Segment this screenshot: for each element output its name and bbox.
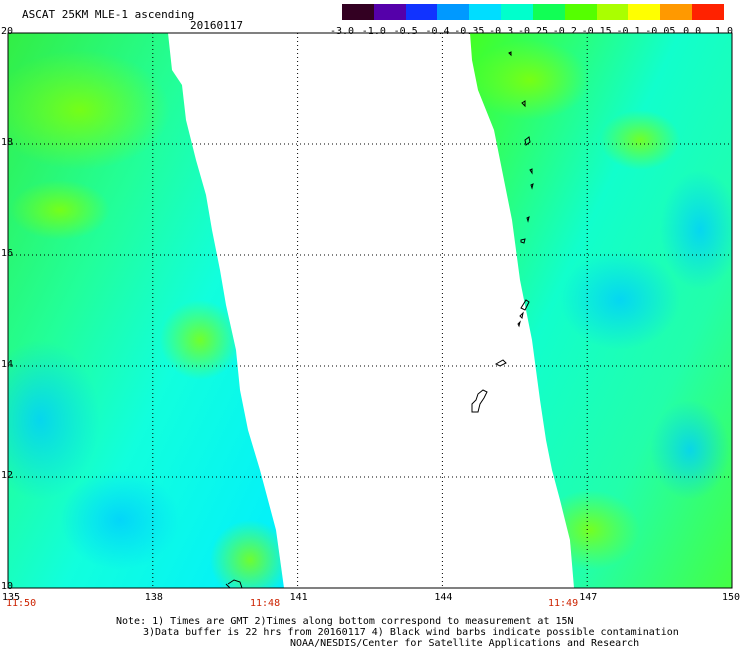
map-gridlines	[8, 33, 732, 588]
x-tick-label: 141	[289, 592, 308, 603]
time-label-1: 11:50	[6, 598, 37, 609]
colorbar-label: -0.35	[454, 26, 485, 37]
note-line-2: 3)Data buffer is 22 hrs from 20160117 4)…	[143, 627, 679, 638]
x-tick-label: 144	[434, 592, 453, 603]
colorbar-swatch	[373, 4, 406, 20]
y-tick-label: 12	[1, 470, 14, 481]
colorbar-label: -3.0	[329, 26, 355, 37]
y-tick-label: 10	[1, 581, 14, 592]
colorbar-label: 0.0	[683, 26, 702, 37]
colorbar-swatch	[660, 4, 693, 20]
x-tick-label: 135	[2, 592, 21, 603]
colorbar-swatch	[405, 4, 438, 20]
colorbar-label: -0.1	[616, 26, 641, 37]
map-frame	[7, 32, 733, 589]
colorbar-swatch	[532, 4, 565, 20]
colorbar-swatch	[469, 4, 502, 20]
x-tick-label: 150	[722, 592, 740, 603]
colorbar-label: -0.05	[645, 26, 676, 37]
note-line-1: Note: 1) Times are GMT 2)Times along bot…	[116, 616, 574, 627]
y-tick-label: 18	[1, 137, 14, 148]
colorbar-label: -0.15	[581, 26, 612, 37]
colorbar-label: -0.3	[489, 26, 514, 37]
colorbar-swatch	[342, 4, 374, 20]
colorbar	[342, 4, 724, 20]
colorbar-swatch	[628, 4, 661, 20]
colorbar-label: -1.0	[361, 26, 386, 37]
time-label-3: 11:49	[548, 598, 579, 609]
colorbar-label: 1.0	[714, 26, 734, 37]
note-line-3: NOAA/NESDIS/Center for Satellite Applica…	[290, 638, 640, 649]
swath-right	[470, 33, 732, 588]
colorbar-swatch	[596, 4, 629, 20]
time-label-2: 11:48	[250, 598, 281, 609]
map-date: 20160117	[190, 19, 243, 32]
coastlines	[225, 51, 534, 589]
colorbar-label: -0.2	[552, 26, 577, 37]
x-tick-label: 147	[579, 592, 598, 603]
y-tick-label: 20	[1, 26, 14, 37]
colorbar-swatch	[437, 4, 470, 20]
y-tick-label: 16	[1, 248, 14, 259]
colorbar-swatch	[501, 4, 533, 20]
map-title: ASCAT 25KM MLE-1 ascending	[22, 8, 195, 21]
colorbar-swatch	[692, 4, 724, 20]
x-tick-label: 138	[144, 592, 163, 603]
colorbar-label: -0.25	[517, 26, 549, 37]
colorbar-swatch	[564, 4, 597, 20]
colorbar-label: -0.5	[393, 26, 418, 37]
colorbar-label: -0.4	[425, 26, 450, 37]
y-tick-label: 14	[1, 359, 14, 370]
swath-left	[8, 33, 284, 588]
